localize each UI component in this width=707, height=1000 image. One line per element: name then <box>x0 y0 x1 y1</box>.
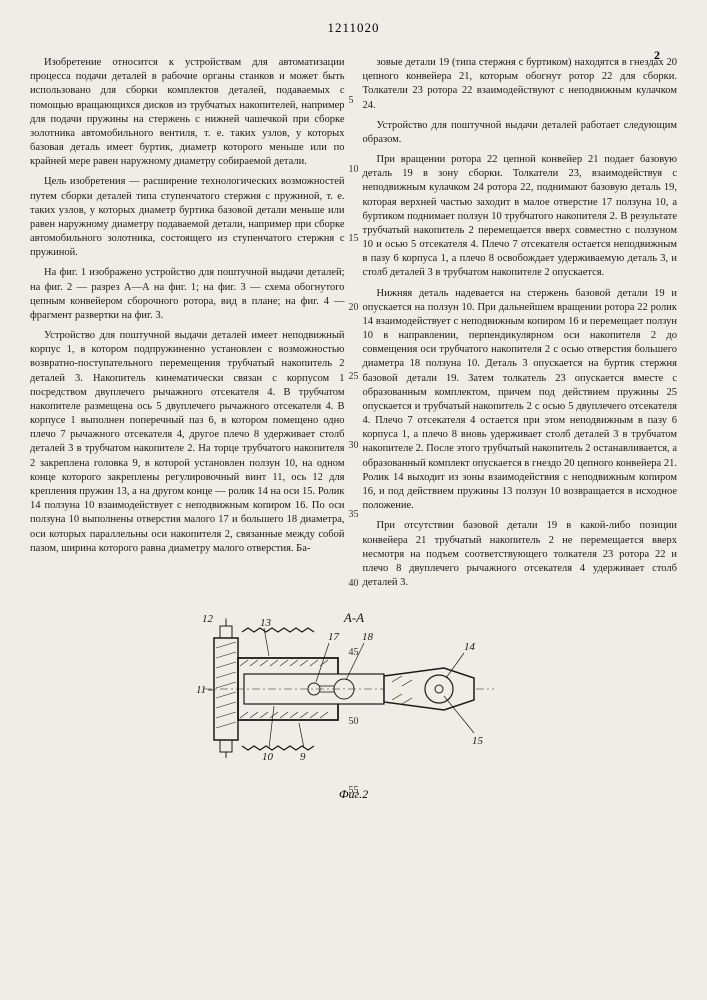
line-number: 30 <box>349 440 359 451</box>
document-number: 1211020 <box>30 20 677 36</box>
paragraph: Цель изобретения — расширение технологич… <box>30 175 345 260</box>
figure-2: А-А <box>30 608 677 802</box>
label-13: 13 <box>260 617 272 629</box>
roller-assembly <box>384 668 474 710</box>
right-column: зовые детали 19 (типа стержня с буртиком… <box>363 56 678 596</box>
paragraph: зовые детали 19 (типа стержня с буртиком… <box>363 56 678 113</box>
label-14: 14 <box>464 641 476 653</box>
label-12: 12 <box>202 613 214 625</box>
label-10: 10 <box>262 751 274 763</box>
line-number: 25 <box>349 371 359 382</box>
paragraph: При вращении ротора 22 цепной конвейер 2… <box>363 153 678 281</box>
line-number: 5 <box>349 95 359 106</box>
figure-caption: Фиг.2 <box>30 787 677 802</box>
label-17: 17 <box>328 631 340 643</box>
text-columns: Изобретение относится к устройствам для … <box>30 56 677 596</box>
paragraph: При отсутствии базовой детали 19 в какой… <box>363 519 678 590</box>
line-number: 40 <box>349 578 359 589</box>
label-15: 15 <box>472 735 484 747</box>
paragraph: Устройство для поштучной выдачи деталей … <box>363 119 678 147</box>
label-11: 11 <box>196 684 206 696</box>
page-number: 2 <box>654 48 660 63</box>
line-number: 35 <box>349 509 359 520</box>
left-column: Изобретение относится к устройствам для … <box>30 56 345 596</box>
paragraph: Изобретение относится к устройствам для … <box>30 56 345 169</box>
figure-2-svg: А-А <box>184 608 524 783</box>
line-number: 15 <box>349 233 359 244</box>
paragraph: Устройство для поштучной выдачи деталей … <box>30 329 345 556</box>
paragraph: На фиг. 1 изображено устройство для пошт… <box>30 266 345 323</box>
label-18: 18 <box>362 631 374 643</box>
label-9: 9 <box>300 751 306 763</box>
section-label: А-А <box>342 610 363 625</box>
line-number: 10 <box>349 164 359 175</box>
line-number: 20 <box>349 302 359 313</box>
paragraph: Нижняя деталь надевается на стержень баз… <box>363 287 678 514</box>
